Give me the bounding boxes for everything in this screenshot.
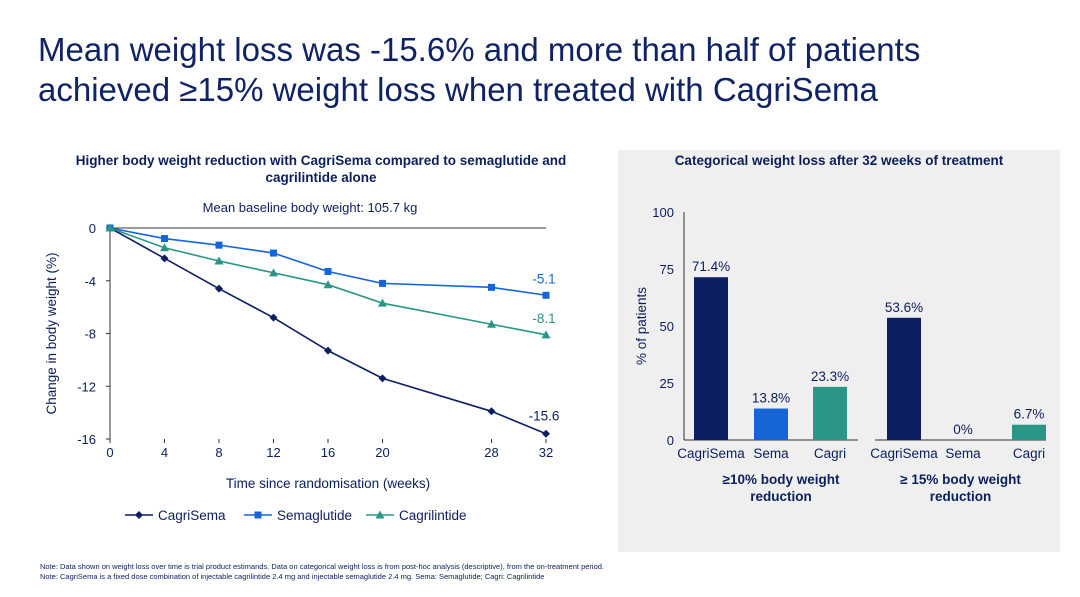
group-label-2: ≥ 15% body weight reduction (900, 472, 1021, 504)
data-point-cagri (269, 268, 278, 277)
data-point-sema (488, 283, 495, 291)
data-point-sema (542, 291, 550, 299)
footnotes: Note: Data shown on weight loss over tim… (40, 562, 604, 582)
bar-y-tick-label: 50 (660, 319, 674, 334)
x-tick-label: 28 (484, 445, 498, 460)
group-label-line: reduction (750, 489, 812, 504)
legend-marker-cagrisema (135, 511, 143, 519)
y-axis-label: Change in body weight (%) (44, 252, 59, 414)
bar-y-axis-label: % of patients (634, 287, 649, 365)
data-point-cagrisema (378, 374, 387, 383)
page-title: Mean weight loss was -15.6% and more tha… (38, 31, 921, 108)
data-point-cagri (160, 243, 169, 252)
y-tick-label: -8 (84, 327, 96, 342)
x-tick-label: 8 (215, 445, 222, 460)
data-point-cagrisema (324, 346, 332, 355)
bar-cagrisema-group-2 (887, 317, 921, 440)
end-label-sema: -5.1 (532, 271, 555, 286)
bar-value-label: 6.7% (1014, 407, 1045, 422)
bar-category-label: CagriSema (677, 446, 745, 461)
x-tick-label: 0 (106, 445, 113, 460)
footnote-2: Note: CagriSema is a fixed dose combinat… (40, 572, 545, 581)
bar-chart-title: Categorical weight loss after 32 weeks o… (674, 153, 1004, 168)
x-tick-label: 20 (375, 445, 389, 460)
data-point-cagri (323, 280, 333, 289)
bar-category-label: Cagri (1013, 446, 1045, 461)
data-point-cagri (214, 256, 224, 265)
legend-label-sema: Semaglutide (277, 508, 352, 523)
line-chart: Mean baseline body weight: 105.7 kg 0 -4 -8… (44, 200, 560, 523)
y-tick-label: -12 (77, 379, 96, 394)
bar-category-label: Sema (945, 446, 981, 461)
y-tick-label: 0 (89, 221, 96, 236)
data-point-sema (161, 235, 168, 243)
x-tick-label: 32 (539, 445, 553, 460)
data-point-cagrisema (160, 254, 169, 263)
bar-value-label: 13.8% (752, 391, 790, 406)
series-line-sema (109, 227, 547, 297)
bar-chart-panel (618, 150, 1060, 552)
legend-marker-sema (254, 511, 262, 519)
bar-y-tick-label: 75 (660, 262, 674, 277)
data-point-cagrisema (269, 313, 278, 322)
x-tick-label: 16 (321, 445, 335, 460)
data-point-cagri (378, 298, 387, 307)
legend-marker-cagri (375, 510, 385, 519)
bar-cagrisema-group-1 (694, 277, 728, 440)
data-point-cagri (105, 223, 115, 232)
data-point-sema (215, 241, 223, 249)
group-label-line: ≥ 15% body weight (900, 472, 1021, 487)
end-label-cagrisema: -15.6 (529, 409, 560, 424)
bar-y-tick-label: 0 (667, 433, 674, 448)
bar-category-label: Sema (753, 446, 789, 461)
bar-value-label: 23.3% (811, 369, 849, 384)
data-point-cagrisema (215, 284, 223, 293)
data-point-sema (270, 249, 277, 257)
series-line-cagri (109, 227, 547, 336)
group-label-1: ≥10% body weight reduction (723, 472, 840, 504)
bar-value-label: 0% (953, 422, 973, 437)
legend-label-cagri: Cagrilintide (399, 508, 467, 523)
legend-label-cagrisema: CagriSema (158, 508, 226, 523)
x-axis-label: Time since randomisation (weeks) (226, 476, 430, 491)
data-point-cagrisema (487, 407, 496, 416)
bar-y-tick-label: 100 (652, 205, 674, 220)
y-tick-label: -16 (77, 432, 96, 447)
bar-value-label: 71.4% (692, 259, 730, 274)
footnote-1: Note: Data shown on weight loss over tim… (40, 562, 604, 571)
bar-category-label: CagriSema (870, 446, 938, 461)
bar-y-tick-label: 25 (660, 376, 674, 391)
bar-cagri-group-1 (813, 386, 847, 440)
group-label-line: reduction (930, 489, 992, 504)
line-chart-title: Higher body weight reduction with CagriS… (75, 153, 567, 185)
x-tick-label: 12 (266, 445, 280, 460)
line-chart-subtitle: Mean baseline body weight: 105.7 kg (203, 200, 418, 215)
data-point-cagri (487, 319, 496, 328)
data-point-sema (324, 268, 332, 276)
x-tick-label: 4 (161, 445, 168, 460)
data-point-cagri (541, 330, 551, 339)
bar-cagri-group-2 (1012, 424, 1046, 440)
data-point-sema (379, 279, 386, 287)
data-point-cagrisema (542, 429, 550, 438)
end-label-cagri: -8.1 (532, 311, 555, 326)
bar-category-label: Cagri (814, 446, 846, 461)
y-tick-label: -4 (84, 274, 96, 289)
bar-sema-group-1 (754, 408, 788, 440)
series-line-cagrisema (109, 227, 547, 435)
bar-value-label: 53.6% (885, 300, 923, 315)
group-label-line: ≥10% body weight (723, 472, 840, 487)
